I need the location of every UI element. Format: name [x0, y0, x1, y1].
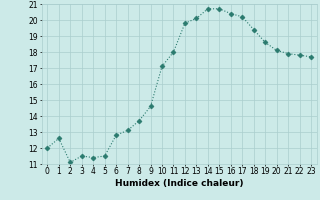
X-axis label: Humidex (Indice chaleur): Humidex (Indice chaleur) — [115, 179, 244, 188]
